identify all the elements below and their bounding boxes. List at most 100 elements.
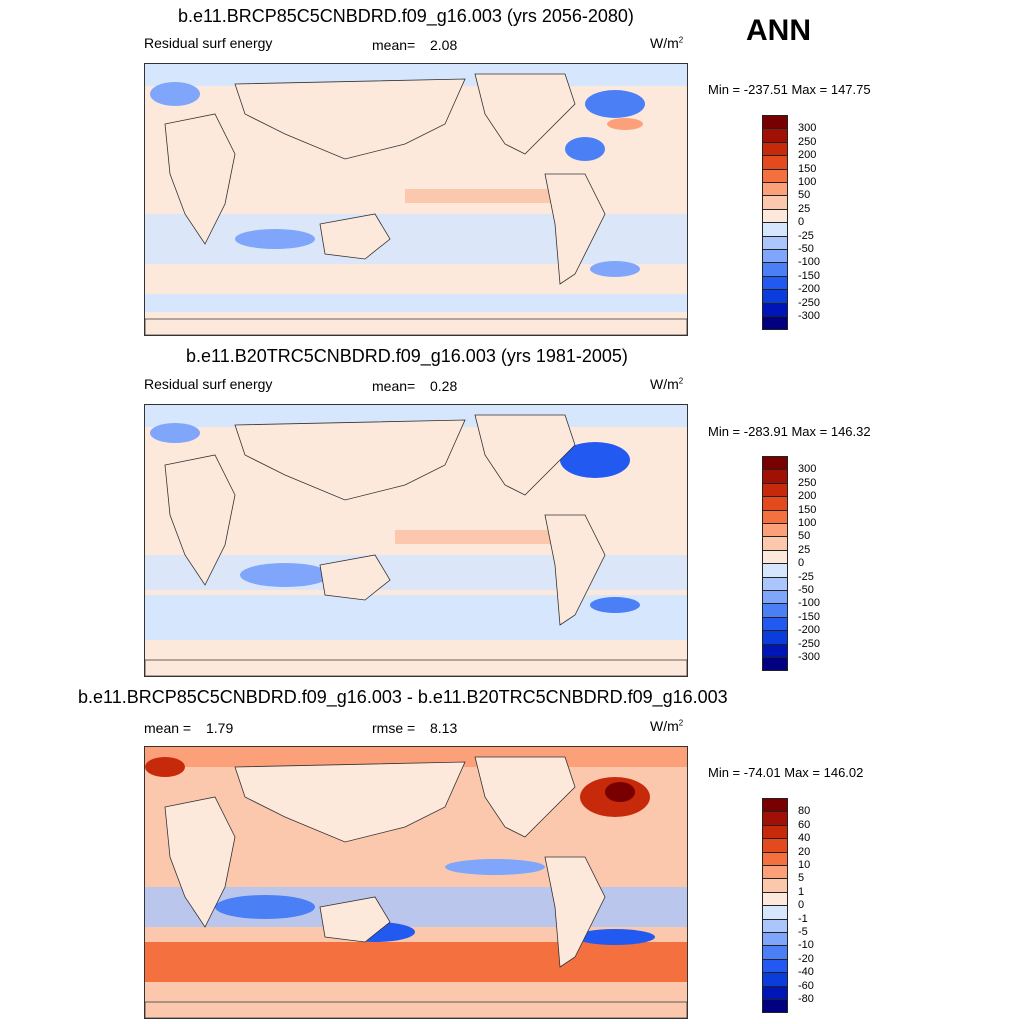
colorbar-label: -250: [798, 296, 821, 309]
colorbar-label: -80: [798, 993, 814, 1005]
colorbar-swatch: [762, 275, 788, 291]
colorbar-swatch: [762, 168, 788, 183]
colorbar-label: 0: [798, 216, 805, 229]
colorbar-label: 200: [798, 490, 817, 503]
colorbar-label: -25: [798, 570, 814, 583]
colorbar-swatch: [762, 824, 788, 840]
colorbar-swatch: [762, 141, 788, 157]
panel-1-units: W/m2: [650, 35, 684, 51]
season-label: ANN: [746, 14, 811, 47]
colorbar-swatch: [762, 536, 788, 551]
colorbar-swatch: [762, 616, 788, 632]
colorbar-label: -250: [798, 637, 821, 650]
panel-3-colorbar: 80 60 40 20 10 5 1 0 -1 -5 -10 -20 -40 -60 -80: [762, 798, 842, 1014]
colorbar-swatch: [762, 563, 788, 578]
panel-2-title: b.e11.B20TRC5CNBDRD.f09_g16.003 (yrs 198…: [186, 346, 628, 366]
colorbar-swatch: [762, 643, 788, 658]
colorbar-swatch: [762, 195, 788, 210]
panel-2-colorbar: 300 250 200 150 100 50 25 0 -25 -50 -100 -150 -200 -2…: [762, 456, 842, 672]
colorbar-label: -100: [798, 256, 821, 269]
colorbar-label: -20: [798, 952, 814, 965]
colorbar-label: 0: [798, 899, 805, 912]
panel-1-mean-label: mean=: [372, 37, 416, 53]
colorbar-swatch: [762, 469, 788, 484]
colorbar-label: -300: [798, 651, 821, 663]
colorbar-swatch: [762, 222, 788, 237]
panel-2-map-svg: [145, 405, 687, 676]
colorbar-swatch: [762, 523, 788, 538]
colorbar-label: -300: [798, 310, 821, 322]
colorbar-swatch: [762, 918, 788, 933]
panel-1-title: b.e11.BRCP85C5CNBDRD.f09_g16.003 (yrs 20…: [178, 6, 634, 26]
colorbar-swatch: [762, 657, 788, 672]
colorbar-label: -40: [798, 966, 814, 979]
colorbar-label: 5: [798, 872, 805, 885]
panel-1-minmax: Min = -237.51 Max = 147.75: [708, 82, 871, 97]
colorbar-swatch: [762, 985, 788, 1000]
colorbar-label: 150: [798, 503, 817, 516]
colorbar-swatch: [762, 865, 788, 880]
colorbar-label: -200: [798, 283, 821, 296]
panel-3-units: W/m2: [650, 718, 684, 734]
colorbar-label: 80: [798, 805, 811, 818]
colorbar-swatch: [762, 128, 788, 143]
panel-2-map: [144, 404, 688, 677]
panel-2-mean-value: 0.28: [430, 378, 458, 394]
panel-3-rmse-value: 8.13: [430, 720, 458, 736]
panel-3-title: b.e11.BRCP85C5CNBDRD.f09_g16.003 - b.e11…: [78, 687, 728, 707]
colorbar-label: 150: [798, 162, 817, 175]
colorbar-label: 250: [798, 476, 817, 489]
colorbar-label: 200: [798, 149, 817, 162]
colorbar-label: 25: [798, 202, 811, 215]
panel-2-minmax: Min = -283.91 Max = 146.32: [708, 424, 871, 439]
colorbar-label: 250: [798, 135, 817, 148]
panel-3-mean-value: 1.79: [206, 720, 234, 736]
colorbar-label: -150: [798, 269, 821, 282]
colorbar-swatch: [762, 891, 788, 907]
colorbar-swatch: [762, 302, 788, 317]
panel-1-map-svg: [145, 64, 687, 335]
colorbar-label: 60: [798, 818, 811, 831]
colorbar-swatch: [762, 208, 788, 224]
colorbar-label: -10: [798, 939, 814, 952]
colorbar-label: 50: [798, 189, 811, 202]
colorbar-label: 20: [798, 845, 811, 858]
colorbar-label: -25: [798, 229, 814, 242]
colorbar-swatch: [762, 958, 788, 974]
panel-3-map: [144, 746, 688, 1019]
colorbar-swatch: [762, 590, 788, 605]
colorbar-label: 100: [798, 176, 817, 188]
colorbar-swatch: [762, 878, 788, 893]
colorbar-swatch: [762, 838, 788, 853]
panel-1-variable-label: Residual surf energy: [144, 35, 273, 51]
colorbar-swatch: [762, 798, 788, 813]
colorbar-swatch: [762, 316, 788, 331]
colorbar-label: 40: [798, 832, 811, 845]
colorbar-swatch: [762, 182, 788, 197]
panel-1-map: [144, 63, 688, 336]
panel-3-rmse-label: rmse =: [372, 720, 416, 736]
colorbar-swatch: [762, 155, 788, 170]
panel-3-mean-label: mean =: [144, 720, 192, 736]
colorbar-swatch: [762, 262, 788, 277]
colorbar-swatch: [762, 235, 788, 250]
colorbar-swatch: [762, 811, 788, 826]
colorbar-swatch: [762, 289, 788, 304]
colorbar-label: 100: [798, 517, 817, 529]
colorbar-label: 10: [798, 859, 811, 871]
panel-2-variable-label: Residual surf energy: [144, 376, 273, 392]
colorbar-label: 25: [798, 543, 811, 556]
panel-1-colorbar: 300 250 200 150 100 50 25 0 -25 -50 -100 -150 -200 -2…: [762, 115, 842, 331]
colorbar-swatch: [762, 549, 788, 565]
panel-3-map-svg: [145, 747, 687, 1018]
colorbar-swatch: [762, 576, 788, 591]
colorbar-label: -5: [798, 926, 808, 938]
colorbar-swatch: [762, 905, 788, 920]
colorbar-swatch: [762, 496, 788, 511]
colorbar-label: -200: [798, 624, 821, 637]
colorbar-swatch: [762, 603, 788, 618]
colorbar-swatch: [762, 115, 788, 130]
colorbar-swatch: [762, 482, 788, 498]
panel-3-minmax: Min = -74.01 Max = 146.02: [708, 765, 864, 780]
colorbar-label: -50: [798, 584, 814, 596]
